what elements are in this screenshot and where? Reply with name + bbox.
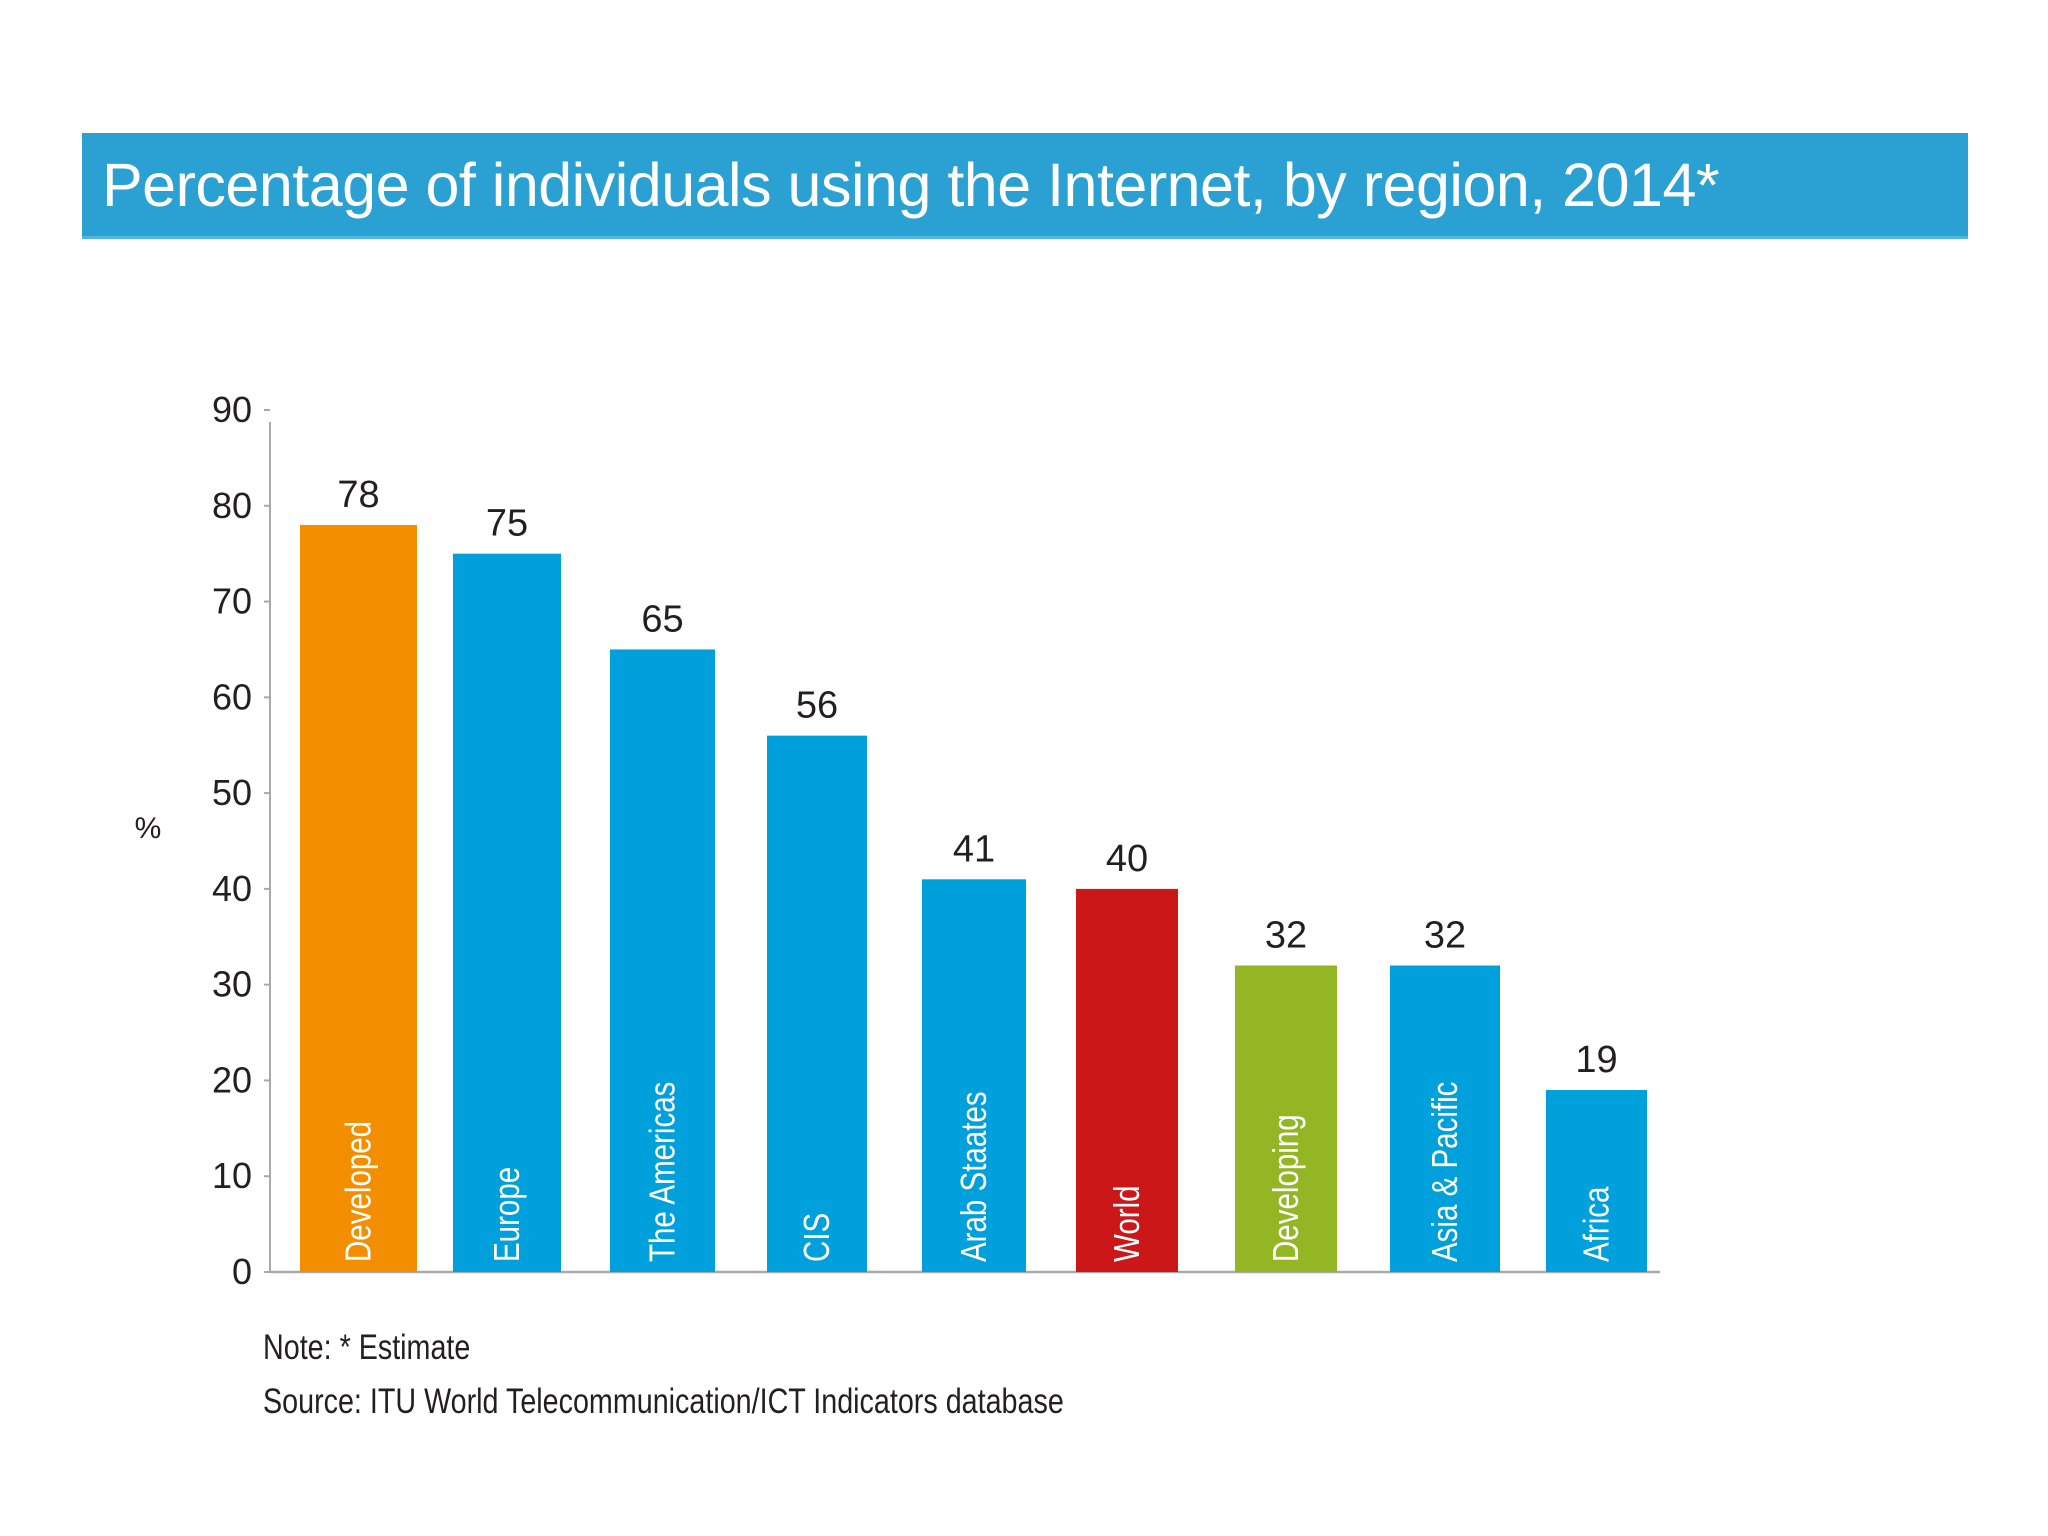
- bar: [1235, 965, 1337, 1272]
- y-tick-label: 50: [212, 772, 252, 813]
- category-label: CIS: [796, 1213, 836, 1262]
- bar: [767, 735, 867, 1272]
- y-tick-label: 30: [212, 964, 252, 1005]
- y-tick-label: 80: [212, 485, 252, 526]
- bar: [922, 879, 1026, 1272]
- bar: [453, 553, 561, 1272]
- category-label: Africa: [1576, 1186, 1616, 1262]
- bar-value-label: 32: [1424, 915, 1466, 957]
- bar-value-label: 65: [641, 598, 683, 640]
- bar: [1546, 1090, 1647, 1272]
- bar-value-label: 75: [486, 503, 528, 545]
- bar: [610, 649, 715, 1272]
- category-label: Developed: [338, 1121, 378, 1262]
- bar-value-label: 78: [337, 474, 379, 516]
- category-label: Asia & Pacific: [1424, 1082, 1464, 1262]
- y-tick-label: 70: [212, 581, 252, 622]
- bar-value-label: 32: [1265, 915, 1307, 957]
- bar: [1076, 888, 1178, 1272]
- note-text: Note: * Estimate: [263, 1328, 471, 1367]
- y-tick-label: 40: [212, 868, 252, 909]
- bar-value-label: 19: [1575, 1039, 1617, 1081]
- y-tick-label: 60: [212, 676, 252, 717]
- y-tick-label: 20: [212, 1059, 252, 1100]
- y-tick-label: 0: [232, 1251, 252, 1292]
- category-label: Arab Staates: [953, 1091, 993, 1262]
- y-tick-label: 10: [212, 1155, 252, 1196]
- category-label: World: [1106, 1185, 1146, 1262]
- bar-value-label: 40: [1106, 838, 1148, 880]
- category-label: Developing: [1265, 1114, 1305, 1262]
- bar: [300, 524, 417, 1272]
- category-label: The Americas: [642, 1082, 682, 1262]
- bar-value-label: 41: [953, 828, 995, 870]
- source-text: Source: ITU World Telecommunication/ICT …: [263, 1382, 1064, 1421]
- title-banner: Percentage of individuals using the Inte…: [82, 133, 1968, 239]
- category-label: Europe: [486, 1167, 526, 1262]
- chart-title: Percentage of individuals using the Inte…: [102, 150, 1720, 219]
- y-tick-label: 90: [212, 389, 252, 430]
- bar: [1390, 965, 1500, 1272]
- bar-value-label: 56: [796, 685, 838, 727]
- y-axis-label: %: [135, 812, 162, 845]
